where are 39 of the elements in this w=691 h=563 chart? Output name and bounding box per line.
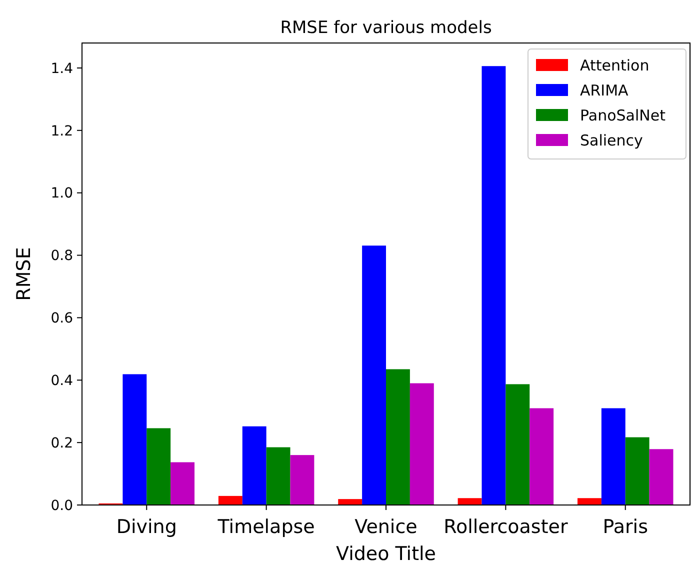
bar	[338, 499, 362, 505]
x-tick-label: Rollercoaster	[444, 516, 568, 538]
bar	[458, 498, 482, 505]
y-tick-label: 1.0	[50, 186, 73, 202]
bar	[170, 462, 195, 505]
bar	[625, 437, 650, 505]
bar	[362, 246, 386, 505]
y-tick-label: 1.2	[50, 123, 73, 140]
y-axis-title: RMSE	[13, 247, 35, 301]
bar	[242, 426, 266, 505]
x-tick-label: Timelapse	[216, 516, 315, 538]
bar	[530, 408, 554, 505]
legend-label: ARIMA	[580, 81, 630, 100]
bar	[577, 498, 602, 505]
bar	[122, 374, 147, 505]
chart-title: RMSE for various models	[280, 18, 492, 38]
y-tick-label: 0.0	[50, 498, 73, 514]
y-tick-label: 0.2	[50, 435, 73, 452]
y-tick-label: 0.6	[50, 310, 74, 327]
bar	[410, 383, 434, 505]
x-tick-label: Diving	[116, 516, 177, 538]
bar	[506, 384, 530, 505]
legend-label: PanoSalNet	[580, 106, 666, 124]
bar	[266, 447, 290, 505]
bar	[290, 455, 314, 505]
bar	[649, 449, 674, 505]
legend-label: Saliency	[580, 131, 644, 150]
y-tick-label: 1.4	[50, 60, 74, 77]
x-axis-title: Video Title	[336, 543, 436, 563]
legend-label: Attention	[580, 56, 650, 74]
x-tick-label: Paris	[602, 516, 648, 538]
bar	[146, 428, 171, 505]
bar	[482, 66, 506, 505]
bar	[218, 496, 242, 505]
bar	[601, 408, 626, 505]
bar	[386, 369, 410, 505]
y-tick-label: 0.4	[50, 373, 74, 390]
x-tick-label: Venice	[354, 516, 418, 538]
y-tick-label: 0.8	[50, 248, 73, 264]
